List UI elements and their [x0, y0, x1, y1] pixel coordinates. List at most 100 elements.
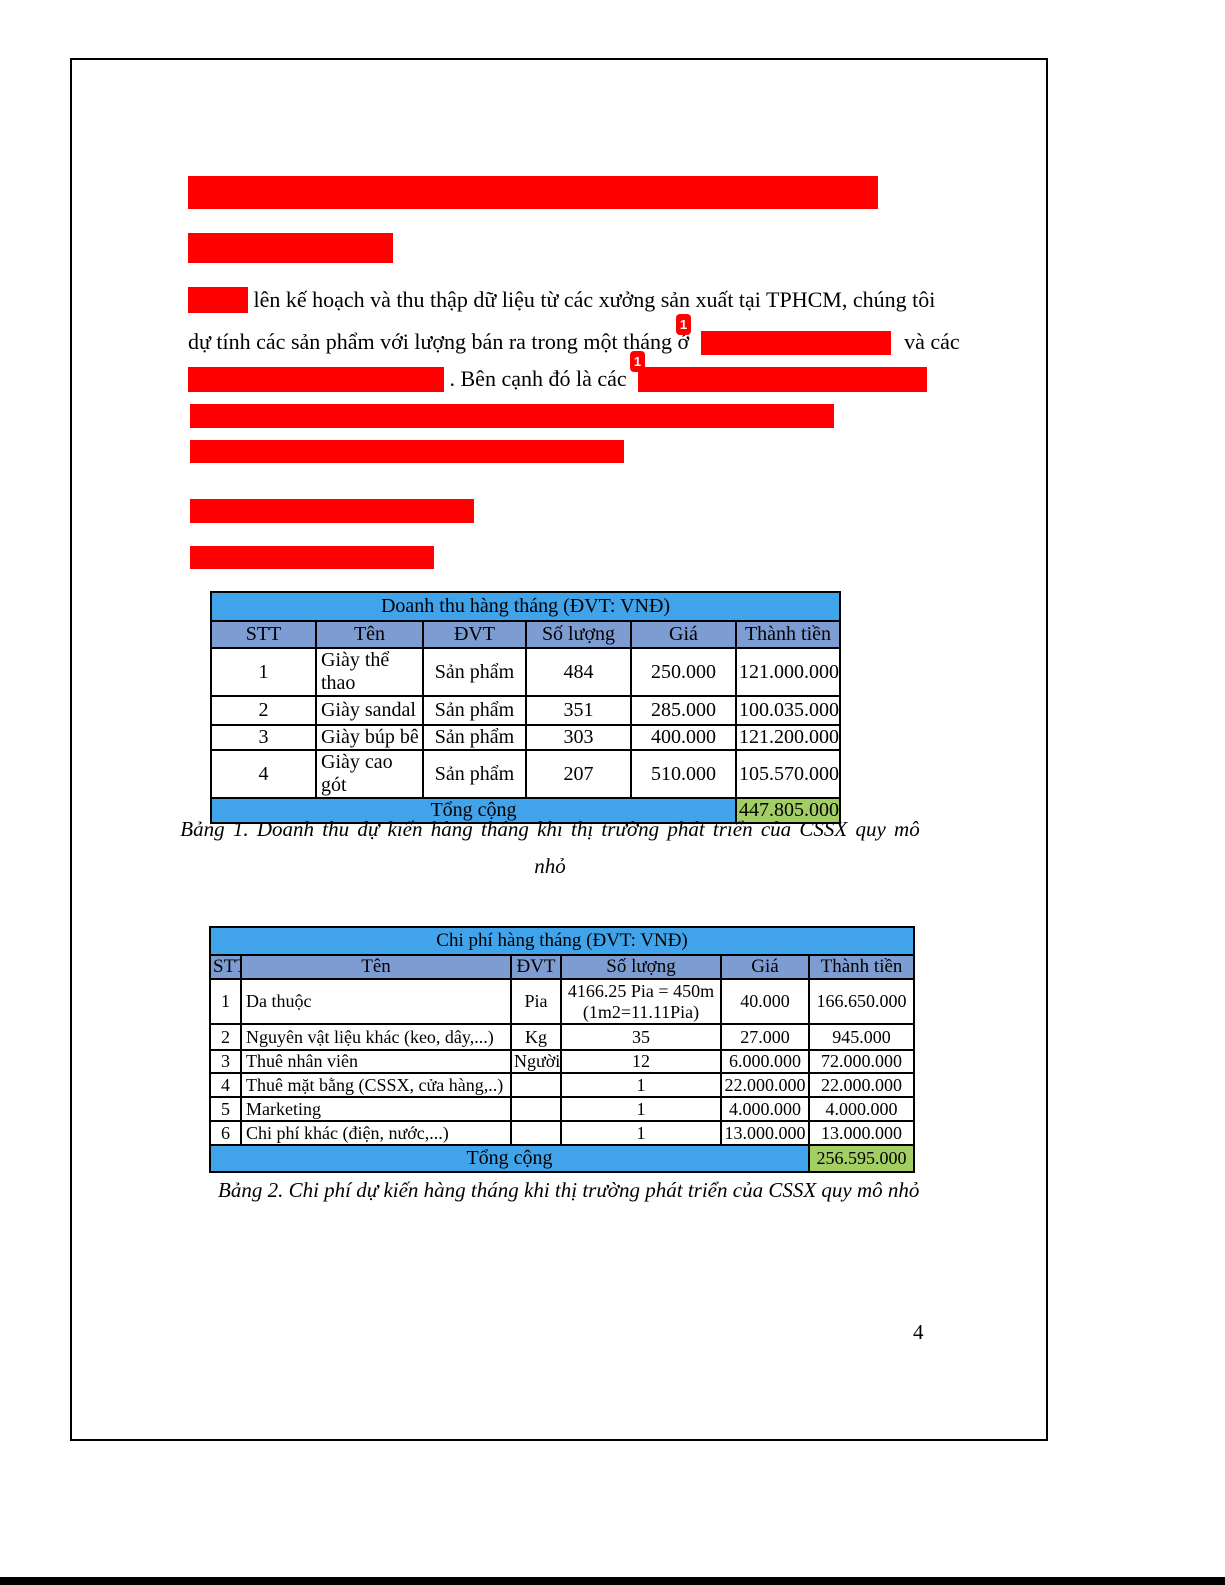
redaction-bar	[700, 331, 891, 355]
column-header: Số lượng	[525, 620, 632, 649]
column-header: Giá	[720, 954, 810, 980]
table-cell: 1	[560, 1096, 722, 1122]
table-cell: Người	[510, 1049, 562, 1074]
table-cell: 4.000.000	[720, 1096, 810, 1122]
table-row: 1 Giày thể thao Sản phẩm 484 250.000 121…	[210, 647, 842, 697]
column-header: STT	[210, 620, 317, 649]
footnote-marker: 1	[630, 351, 645, 372]
table-cell: 484	[525, 647, 632, 697]
table-cell: 27.000	[720, 1023, 810, 1051]
table-cell	[510, 1072, 562, 1098]
table-cell: Nguyên vật liệu khác (keo, dây,...)	[240, 1023, 512, 1051]
table-cell: 3	[210, 724, 317, 751]
table-row: 4 Thuê mặt bằng (CSSX, cửa hàng,..) 1 22…	[209, 1072, 916, 1098]
table-cell: 5	[209, 1096, 242, 1122]
footnote-marker: 1	[676, 314, 691, 335]
column-header: Tên	[240, 954, 512, 980]
table-row: Tổng cộng 256.595.000	[209, 1144, 916, 1173]
paragraph-text: lên kế hoạch và thu thập dữ liệu từ các …	[253, 287, 936, 312]
table-cell: 4	[209, 1072, 242, 1098]
column-header: ĐVT	[510, 954, 562, 980]
table-cell: 35	[560, 1023, 722, 1051]
table-cell: 13.000.000	[720, 1120, 810, 1146]
table-cell: Chi phí khác (điện, nước,...)	[240, 1120, 512, 1146]
table-cell: 250.000	[630, 647, 737, 697]
table-cell: 40.000	[720, 978, 810, 1025]
table-cell: 12	[560, 1049, 722, 1074]
table-cell: 510.000	[630, 749, 737, 799]
column-header: Số lượng	[560, 954, 722, 980]
paragraph-line: . Bên cạnh đó là các	[188, 365, 928, 393]
table-cell: Da thuộc	[240, 978, 512, 1025]
redaction-bar	[188, 287, 248, 313]
table-title: Chi phí hàng tháng (ĐVT: VNĐ)	[208, 926, 916, 956]
table-cell: Kg	[510, 1023, 562, 1051]
total-label: Tổng cộng	[209, 1144, 810, 1173]
table-row: Tổng cộng 447.805.000	[210, 797, 842, 824]
table-cell: 3	[209, 1049, 242, 1074]
table-cell: 4.000.000	[807, 1096, 916, 1122]
table-cell: 4166.25 Pia = 450m (1m2=11.11Pia)	[560, 978, 722, 1025]
redaction-bar	[190, 499, 474, 523]
table-cell: Giày cao gót	[315, 749, 424, 799]
table-row: 3 Thuê nhân viên Người 12 6.000.000 72.0…	[209, 1049, 916, 1074]
column-header: Tên	[315, 620, 424, 649]
table-cell: 72.000.000	[807, 1049, 916, 1074]
table-cell: 1	[560, 1120, 722, 1146]
table2-caption: Bảng 2. Chi phí dự kiến hàng tháng khi t…	[218, 1178, 920, 1202]
table-row: 4 Giày cao gót Sản phẩm 207 510.000 105.…	[210, 749, 842, 799]
table-title: Doanh thu hàng tháng (ĐVT: VNĐ)	[209, 591, 842, 622]
table-cell: Sản phẩm	[422, 749, 527, 799]
table-cell: Sản phẩm	[422, 647, 527, 697]
redaction-bar	[190, 546, 434, 569]
column-header: Giá	[630, 620, 737, 649]
redaction-bar	[188, 176, 878, 209]
column-header: Thành tiền	[807, 954, 916, 980]
paragraph-line: lên kế hoạch và thu thập dữ liệu từ các …	[188, 286, 935, 314]
table-cell: 1	[560, 1072, 722, 1098]
table-cell: 2	[209, 1023, 242, 1051]
table-row: 2 Giày sandal Sản phẩm 351 285.000 100.0…	[210, 695, 842, 726]
table-cell: 121.000.000	[734, 647, 842, 697]
paragraph-line: dự tính các sản phẩm với lượng bán ra tr…	[188, 328, 960, 356]
redaction-bar	[190, 440, 624, 463]
table-cell: 22.000.000	[807, 1072, 916, 1098]
redaction-bar	[188, 233, 393, 263]
table-row: 3 Giày búp bê Sản phẩm 303 400.000 121.2…	[210, 724, 842, 751]
document-page: lên kế hoạch và thu thập dữ liệu từ các …	[70, 58, 1048, 1441]
table-cell: Thuê mặt bằng (CSSX, cửa hàng,..)	[240, 1072, 512, 1098]
screen-bottom-edge	[0, 1577, 1225, 1585]
table-cell: Marketing	[240, 1096, 512, 1122]
table-cell: 22.000.000	[720, 1072, 810, 1098]
table-row: 5 Marketing 1 4.000.000 4.000.000	[209, 1096, 916, 1122]
table-cell: 207	[525, 749, 632, 799]
total-label: Tổng cộng	[210, 797, 737, 824]
table-cell: 6	[209, 1120, 242, 1146]
table-cell: Giày sandal	[315, 695, 424, 726]
table-cell: 13.000.000	[807, 1120, 916, 1146]
table-cell	[510, 1096, 562, 1122]
table-row: 1 Da thuộc Pia 4166.25 Pia = 450m (1m2=1…	[209, 978, 916, 1025]
redaction-bar	[190, 404, 834, 428]
revenue-table: Doanh thu hàng tháng (ĐVT: VNĐ) STT Tên …	[209, 591, 842, 824]
total-value: 256.595.000	[807, 1144, 916, 1173]
total-value: 447.805.000	[734, 797, 842, 824]
table-row: 6 Chi phí khác (điện, nước,...) 1 13.000…	[209, 1120, 916, 1146]
table-cell: 945.000	[807, 1023, 916, 1051]
table-cell: Sản phẩm	[422, 695, 527, 726]
table-cell: 285.000	[630, 695, 737, 726]
table-cell: 6.000.000	[720, 1049, 810, 1074]
table-cell: 2	[210, 695, 317, 726]
table-cell: Giày búp bê	[315, 724, 424, 751]
column-header: Thành tiền	[734, 620, 842, 649]
table-cell: 4	[210, 749, 317, 799]
paragraph-text: và các	[904, 329, 960, 354]
table-cell: Giày thể thao	[315, 647, 424, 697]
redaction-bar	[188, 367, 444, 392]
table-cell: 351	[525, 695, 632, 726]
table-cell: 303	[525, 724, 632, 751]
table-cell: Sản phẩm	[422, 724, 527, 751]
cost-table: Chi phí hàng tháng (ĐVT: VNĐ) STT Tên ĐV…	[208, 926, 916, 1173]
table-cell: Pia	[510, 978, 562, 1025]
paragraph-text: . Bên cạnh đó là các	[449, 366, 627, 391]
